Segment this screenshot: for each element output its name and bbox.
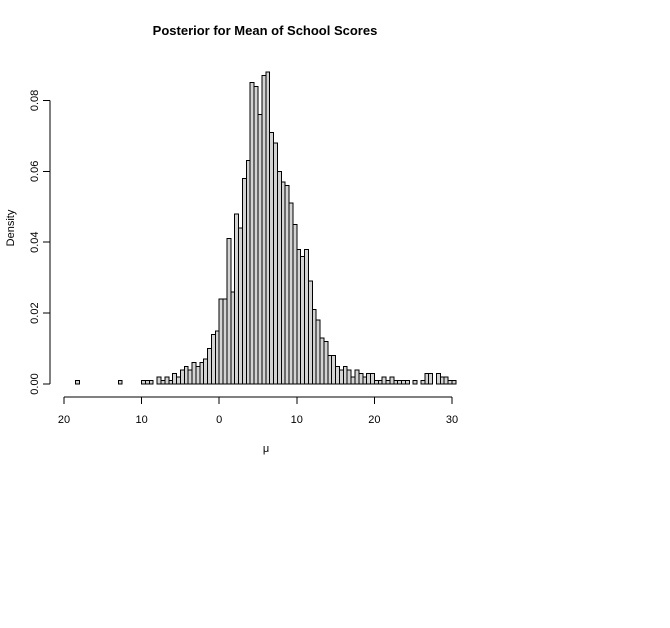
histogram-bar xyxy=(420,379,426,385)
histogram-bar xyxy=(253,85,259,385)
x-tick-label: 20 xyxy=(368,414,380,426)
histogram-bar xyxy=(447,379,453,385)
histogram-bar xyxy=(214,330,220,385)
histogram-bar xyxy=(191,362,197,385)
histogram-bar xyxy=(75,379,81,385)
histogram-bar xyxy=(331,355,337,385)
histogram-bar xyxy=(451,379,457,385)
histogram-bar xyxy=(160,379,166,385)
histogram-bar xyxy=(338,369,344,385)
histogram-bar xyxy=(377,379,383,385)
y-tick-label: 0.04 xyxy=(29,232,41,253)
histogram-bar xyxy=(443,376,449,385)
y-tick-label: 0.00 xyxy=(29,373,41,394)
histogram-bar xyxy=(389,376,395,385)
histogram-bar xyxy=(370,372,375,385)
histogram-bar xyxy=(354,369,360,385)
histogram-bar xyxy=(385,379,391,385)
histogram-bar xyxy=(230,291,236,385)
histogram-bar xyxy=(117,379,123,385)
histogram-bar xyxy=(144,379,150,385)
histogram-bar xyxy=(288,202,294,385)
histogram-bar xyxy=(393,379,399,385)
histogram-bar xyxy=(435,372,441,385)
histogram-bar xyxy=(292,224,298,385)
histogram-bar xyxy=(300,255,306,385)
histogram-bar xyxy=(168,379,174,385)
histogram-bar xyxy=(311,309,317,385)
histogram-bar xyxy=(164,376,170,385)
histogram-bar xyxy=(373,379,379,385)
histogram-bar xyxy=(241,177,247,385)
histogram-bar xyxy=(203,358,209,385)
x-tick-label: 20 xyxy=(58,414,70,426)
histogram-bar xyxy=(148,379,154,385)
histogram-bar xyxy=(179,369,185,385)
histogram-bar xyxy=(397,379,403,385)
histogram-bar xyxy=(362,376,368,385)
histogram-bar xyxy=(207,348,212,385)
histogram-bar xyxy=(358,372,364,385)
histogram-bar xyxy=(183,365,189,385)
histogram-bar xyxy=(172,372,178,385)
histogram-bar xyxy=(141,379,146,385)
x-tick-label: 10 xyxy=(291,414,303,426)
histogram-bar xyxy=(381,376,387,385)
histogram-bar xyxy=(327,355,333,385)
histogram-bar xyxy=(280,181,286,385)
histogram-bar xyxy=(210,333,216,385)
histogram-bar xyxy=(261,75,267,385)
histogram-bar xyxy=(265,71,271,385)
histogram-bar xyxy=(412,379,418,385)
histogram-bar xyxy=(273,142,278,385)
histogram-bar xyxy=(296,248,302,385)
histogram-bar xyxy=(276,170,282,385)
histogram-bar xyxy=(238,227,243,385)
y-tick-label: 0.08 xyxy=(29,90,41,111)
y-axis-label: Density xyxy=(5,209,17,246)
histogram-bar xyxy=(424,372,430,385)
histogram-bar xyxy=(401,379,406,385)
histogram-bar xyxy=(346,369,352,385)
x-tick-label: 30 xyxy=(446,414,458,426)
histogram-bar xyxy=(404,379,410,385)
histogram-bar xyxy=(249,82,255,385)
chart-title: Posterior for Mean of School Scores xyxy=(153,23,378,38)
histogram-bar xyxy=(366,372,372,385)
histogram-bar xyxy=(269,131,275,385)
histogram-bar xyxy=(195,365,201,385)
y-axis: 0.00 0.02 0.04 0.06 0.08 xyxy=(29,90,51,395)
y-tick-label: 0.06 xyxy=(29,161,41,182)
histogram-bar xyxy=(284,185,290,385)
histogram-bar xyxy=(176,376,181,385)
histogram-bar xyxy=(307,280,313,385)
histogram-bar xyxy=(218,298,224,385)
histogram-bar xyxy=(439,376,445,385)
y-tick-label: 0.02 xyxy=(29,302,41,323)
histogram-bar xyxy=(315,319,321,385)
histogram-bar xyxy=(156,376,162,385)
histogram-bar xyxy=(234,213,240,385)
histogram-bar xyxy=(319,337,325,385)
histogram-bar xyxy=(350,376,356,385)
histogram-bar xyxy=(222,298,228,385)
histogram-bar xyxy=(342,365,348,385)
bars-group xyxy=(75,71,457,385)
x-axis-label: μ xyxy=(263,443,269,455)
histogram-bar xyxy=(304,248,309,385)
histogram-bar xyxy=(257,114,263,385)
histogram-bar xyxy=(428,372,434,385)
histogram-bar xyxy=(187,369,193,385)
x-tick-label: 0 xyxy=(216,414,222,426)
histogram-bar xyxy=(323,340,329,385)
histogram-bar xyxy=(226,238,232,385)
histogram-bar xyxy=(199,362,205,385)
histogram-bar xyxy=(245,160,251,385)
x-tick-label: 10 xyxy=(135,414,147,426)
histogram-bar xyxy=(335,365,340,385)
x-axis: 20 10 0 10 20 30 xyxy=(58,396,458,426)
